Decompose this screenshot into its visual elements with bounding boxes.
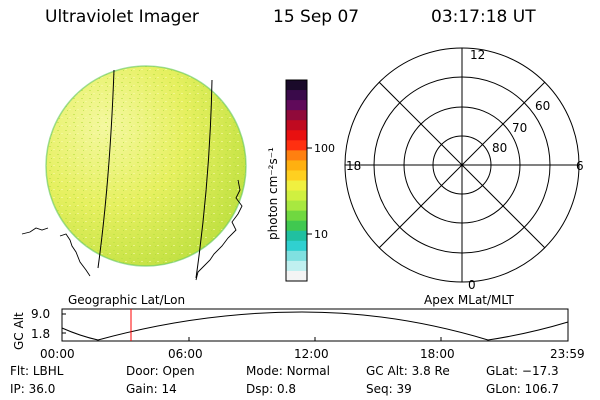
timeline-x-tick-label: 06:00 [168, 347, 203, 361]
info-door: Door: Open [126, 364, 195, 378]
timeline-y-tick-label: 1.8 [31, 327, 50, 341]
colorbar-segment [286, 260, 307, 272]
meridian-line [195, 79, 213, 279]
info-seq: Seq: 39 [366, 382, 412, 396]
colorbar-segment [286, 250, 307, 262]
colorbar-tick-label: 100 [314, 142, 335, 155]
timeline-x-tick-label: 00:00 [40, 347, 75, 361]
colorbar-segment [286, 230, 307, 242]
info-gain: Gain: 14 [126, 382, 177, 396]
colorbar-segment [286, 110, 307, 121]
mlt-label-6: 6 [576, 159, 584, 173]
info-ip: IP: 36.0 [10, 382, 56, 396]
mlt-label-12: 12 [470, 48, 485, 62]
right-panel-caption: Apex MLat/MLT [424, 293, 514, 307]
colorbar-segment [286, 210, 307, 222]
colorbar-segment [286, 120, 307, 131]
timeline-x-tick-label: 12:00 [294, 347, 329, 361]
info-glon: GLon: 106.7 [486, 382, 559, 396]
colorbar-segment [286, 90, 307, 101]
colorbar-tick-label: 10 [314, 228, 328, 241]
colorbar-unit-label: photon cm⁻²s⁻¹ [266, 147, 280, 240]
colorbar-segment [286, 170, 307, 181]
colorbar-frame [285, 79, 308, 282]
timeline-plot [61, 308, 569, 342]
time-label: 03:17:18 UT [431, 7, 536, 27]
timeline-y-tick-label: 9.0 [31, 307, 50, 321]
mlt-label-0: 0 [468, 278, 476, 292]
colorbar-segment [286, 220, 307, 232]
timeline-frame [61, 308, 569, 342]
colorbar-segment [286, 160, 307, 171]
meridian-line [97, 69, 115, 269]
info-dsp: Dsp: 0.8 [246, 382, 297, 396]
polar-axis-diagonal [378, 81, 546, 249]
lat-label-70: 70 [512, 121, 527, 135]
colorbar [285, 79, 308, 282]
timeline-x-tick-label: 23:59 [550, 347, 585, 361]
coastline [195, 179, 243, 281]
left-panel-caption: Geographic Lat/Lon [68, 293, 185, 307]
instrument-title: Ultraviolet Imager [45, 7, 199, 27]
info-gc-alt: GC Alt: 3.8 Re [366, 364, 450, 378]
altitude-curve [61, 311, 569, 341]
coastline [21, 227, 91, 277]
colorbar-segment [286, 150, 307, 161]
lat-label-80: 80 [492, 141, 507, 155]
info-mode: Mode: Normal [246, 364, 330, 378]
polar-plot [344, 47, 580, 283]
info-flt: Flt: LBHL [10, 364, 64, 378]
colorbar-segment [286, 240, 307, 252]
colorbar-segment [286, 190, 307, 202]
colorbar-segment [286, 270, 307, 282]
colorbar-segment [286, 80, 307, 91]
colorbar-segment [286, 140, 307, 151]
timeline-axis-label: GC Alt [12, 312, 26, 350]
mlt-label-18: 18 [346, 159, 361, 173]
colorbar-segment [286, 180, 307, 192]
info-glat: GLat: −17.3 [486, 364, 559, 378]
timeline-x-tick-label: 18:00 [420, 347, 455, 361]
earth-image [21, 65, 247, 281]
date-label: 15 Sep 07 [273, 7, 360, 27]
colorbar-segment [286, 200, 307, 212]
colorbar-segment [286, 130, 307, 141]
colorbar-segment [286, 100, 307, 111]
lat-label-60: 60 [535, 99, 550, 113]
